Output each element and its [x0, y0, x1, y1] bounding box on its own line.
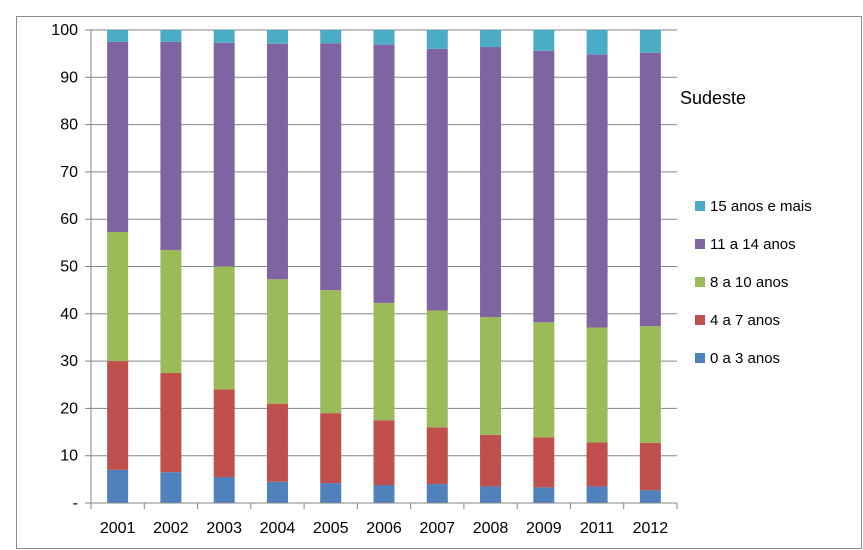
legend-label: 8 a 10 anos	[710, 274, 788, 291]
y-tick-label: 100	[51, 22, 78, 39]
bar-segment	[480, 317, 502, 435]
legend-label: 4 a 7 anos	[710, 312, 780, 329]
bar-segment	[107, 361, 129, 470]
y-tick-label: 90	[60, 69, 78, 86]
bar-segment	[586, 30, 608, 55]
legend-label: 11 a 14 anos	[710, 236, 796, 253]
bar-segment	[107, 30, 129, 42]
bar-segment	[107, 231, 129, 362]
bar-segment	[639, 52, 661, 327]
y-tick-label: 80	[60, 117, 78, 134]
bar-segment	[160, 249, 182, 373]
bar-segment	[639, 326, 661, 443]
bar-segment	[586, 442, 608, 487]
bar-segment	[639, 442, 661, 491]
y-tick-label: 40	[60, 306, 78, 323]
bar-segment	[213, 476, 235, 503]
y-tick-label: 50	[60, 259, 78, 276]
bar-segment	[639, 490, 661, 503]
bar-segment	[266, 30, 288, 44]
legend-swatch	[695, 239, 705, 249]
bar-segment	[266, 481, 288, 503]
x-tick-label: 2008	[473, 520, 509, 537]
bar-segment	[480, 30, 502, 48]
bar-segment	[533, 437, 555, 488]
bar-segment	[426, 427, 448, 485]
bar-segment	[480, 486, 502, 503]
x-tick-label: 2003	[206, 520, 242, 537]
y-axis-ticks: - 10 20 30 40 50 60 70 80 90 100	[51, 22, 78, 512]
bar-segment	[533, 487, 555, 503]
legend-label: 0 a 3 anos	[710, 350, 780, 367]
y-tick-label: 60	[60, 211, 78, 228]
bar-segment	[480, 434, 502, 487]
bar-segment	[160, 41, 182, 250]
bar-segment	[373, 485, 395, 503]
axes	[85, 29, 678, 509]
bar-segment	[213, 266, 235, 390]
x-tick-label: 2009	[526, 520, 562, 537]
bar-segment	[426, 30, 448, 49]
bar-segment	[107, 41, 129, 232]
legend-swatch	[695, 277, 705, 287]
x-axis-ticks: 2001 2002 2003 2004 2005 2006 2007 2008 2009 2011…	[100, 520, 668, 537]
y-tick-label: 70	[60, 164, 78, 181]
bar-segment	[426, 310, 448, 428]
bar-segment	[213, 42, 235, 267]
x-tick-label: 2005	[313, 520, 349, 537]
bar-segment	[373, 302, 395, 421]
bar-segment	[320, 43, 342, 291]
bar-segment	[373, 44, 395, 303]
x-tick-label: 2011	[580, 520, 615, 537]
y-tick-label: 20	[60, 400, 78, 417]
x-tick-label: 2007	[419, 520, 455, 537]
bar-segment	[213, 30, 235, 43]
legend-swatch	[695, 315, 705, 325]
bar-segment	[160, 472, 182, 503]
bar-segment	[266, 279, 288, 404]
bar-segment	[480, 47, 502, 318]
bar-segment	[320, 413, 342, 484]
bar-segment	[160, 30, 182, 42]
bar-segment	[586, 486, 608, 503]
bar-segment	[533, 322, 555, 438]
bars	[107, 30, 661, 503]
legend-swatch	[695, 201, 705, 211]
y-tick-label: -	[73, 495, 78, 512]
bar-segment	[426, 48, 448, 311]
bar-segment	[107, 469, 129, 503]
bar-segment	[213, 389, 235, 477]
bar-segment	[373, 420, 395, 486]
x-tick-label: 2001	[100, 520, 136, 537]
bar-segment	[320, 290, 342, 414]
x-tick-label: 2012	[633, 520, 669, 537]
bar-segment	[373, 30, 395, 45]
bar-segment	[533, 50, 555, 323]
bar-segment	[586, 54, 608, 328]
bar-segment	[320, 483, 342, 503]
bar-segment	[586, 327, 608, 443]
x-tick-label: 2004	[260, 520, 296, 537]
bar-segment	[426, 484, 448, 503]
x-tick-label: 2002	[153, 520, 189, 537]
legend-swatch	[695, 353, 705, 363]
bar-segment	[266, 403, 288, 482]
bar-segment	[160, 372, 182, 473]
bar-segment	[533, 30, 555, 51]
bar-segment	[266, 43, 288, 280]
y-tick-label: 10	[60, 448, 78, 465]
legend-label: 15 anos e mais	[710, 198, 812, 215]
x-tick-label: 2006	[366, 520, 402, 537]
legend: 15 anos e mais 11 a 14 anos 8 a 10 anos 4 a…	[695, 198, 812, 367]
y-tick-label: 30	[60, 353, 78, 370]
chart-title: Sudeste	[680, 88, 746, 108]
bar-segment	[639, 30, 661, 53]
bar-segment	[320, 30, 342, 44]
